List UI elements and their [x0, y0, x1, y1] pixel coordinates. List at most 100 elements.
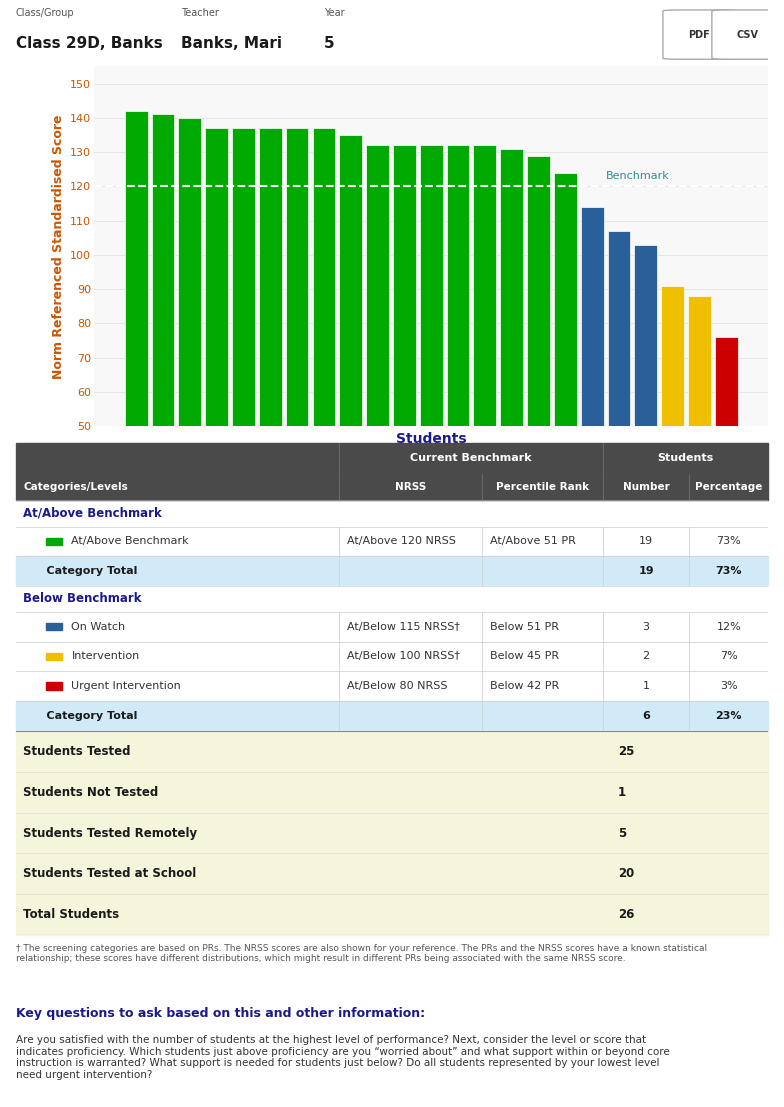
Bar	[16, 612, 768, 642]
Bar	[688, 296, 711, 426]
Text: Below 42 PR: Below 42 PR	[490, 681, 559, 691]
Bar	[313, 128, 336, 426]
Text: At/Above Benchmark: At/Above Benchmark	[24, 507, 162, 520]
Bar	[205, 128, 228, 426]
Bar	[339, 135, 362, 426]
Text: Urgent Intervention: Urgent Intervention	[71, 681, 181, 691]
Bar	[447, 145, 470, 426]
Text: 19: 19	[639, 537, 653, 547]
Text: At/Below 115 NRSS†: At/Below 115 NRSS†	[347, 622, 459, 632]
Text: 3: 3	[643, 622, 649, 632]
Bar	[554, 173, 577, 426]
Text: Banks, Mari: Banks, Mari	[181, 35, 282, 51]
Text: Class 29D, Banks: Class 29D, Banks	[16, 35, 162, 51]
Text: Below 51 PR: Below 51 PR	[490, 622, 559, 632]
Text: Below 45 PR: Below 45 PR	[490, 652, 559, 662]
Text: At/Below 80 NRSS: At/Below 80 NRSS	[347, 681, 448, 691]
Bar	[16, 894, 768, 935]
Text: Category Total: Category Total	[31, 566, 137, 576]
Text: 6: 6	[642, 711, 650, 721]
Text: 2: 2	[642, 652, 650, 662]
Text: 1: 1	[618, 786, 626, 798]
Bar	[45, 653, 63, 660]
Bar	[16, 642, 768, 671]
Text: 73%: 73%	[717, 537, 741, 547]
Text: Year: Year	[325, 9, 345, 19]
Text: Number: Number	[622, 483, 670, 493]
Text: On Watch: On Watch	[71, 622, 125, 632]
Bar	[45, 538, 63, 545]
Text: CSV: CSV	[737, 30, 759, 40]
Bar	[45, 682, 63, 690]
Text: Class/Group: Class/Group	[16, 9, 74, 19]
Text: 20: 20	[618, 868, 634, 880]
Text: Key questions to ask based on this and other information:: Key questions to ask based on this and o…	[16, 1007, 425, 1021]
Bar	[151, 114, 174, 426]
Bar	[393, 145, 416, 426]
Bar	[16, 701, 768, 731]
Bar	[259, 128, 281, 426]
Text: 19: 19	[638, 566, 654, 576]
Text: 5: 5	[618, 827, 626, 839]
Bar	[179, 117, 201, 426]
Bar	[16, 527, 768, 556]
Text: Below Benchmark: Below Benchmark	[24, 592, 142, 606]
FancyBboxPatch shape	[663, 10, 735, 60]
Text: Students Tested Remotely: Students Tested Remotely	[24, 827, 198, 839]
Text: 5: 5	[325, 35, 335, 51]
Bar	[16, 443, 768, 474]
Text: Students Not Tested: Students Not Tested	[24, 786, 158, 798]
Bar	[715, 338, 738, 426]
Text: At/Above Benchmark: At/Above Benchmark	[71, 537, 189, 547]
Bar	[634, 245, 657, 426]
Text: 1: 1	[643, 681, 649, 691]
Text: 12%: 12%	[717, 622, 741, 632]
Bar	[419, 145, 443, 426]
Text: 23%: 23%	[716, 711, 742, 721]
Bar	[16, 500, 768, 527]
Bar	[16, 556, 768, 586]
Bar	[16, 731, 768, 772]
Text: At/Above 51 PR: At/Above 51 PR	[490, 537, 575, 547]
Bar	[16, 813, 768, 853]
Text: 73%: 73%	[716, 566, 742, 576]
Bar	[527, 155, 550, 426]
Text: NRSS: NRSS	[395, 483, 426, 493]
Text: Benchmark: Benchmark	[605, 172, 670, 182]
Text: Intervention: Intervention	[71, 652, 140, 662]
Bar	[474, 145, 496, 426]
Text: 26: 26	[618, 909, 634, 921]
Text: Current Benchmark: Current Benchmark	[410, 454, 532, 464]
Bar	[45, 623, 63, 630]
Text: PDF: PDF	[688, 30, 710, 40]
Bar	[16, 474, 768, 500]
Text: Percentage: Percentage	[695, 483, 763, 493]
Text: Are you satisfied with the number of students at the highest level of performanc: Are you satisfied with the number of stu…	[16, 1035, 670, 1080]
Text: Teacher: Teacher	[181, 9, 220, 19]
Bar	[285, 128, 308, 426]
Bar	[500, 148, 523, 426]
Text: At/Below 100 NRSS†: At/Below 100 NRSS†	[347, 652, 459, 662]
Bar	[581, 207, 604, 426]
Bar	[125, 111, 147, 426]
Y-axis label: Norm Referenced Standardised Score: Norm Referenced Standardised Score	[52, 114, 64, 379]
Bar	[16, 772, 768, 813]
Text: Students Tested: Students Tested	[24, 745, 131, 757]
Text: Category Total: Category Total	[31, 711, 137, 721]
Text: 7%: 7%	[720, 652, 738, 662]
Text: Students: Students	[658, 454, 713, 464]
Bar	[16, 671, 768, 701]
Text: 25: 25	[618, 745, 634, 757]
Text: 3%: 3%	[720, 681, 738, 691]
Bar	[16, 586, 768, 612]
Text: † The screening categories are based on PRs. The NRSS scores are also shown for : † The screening categories are based on …	[16, 944, 707, 963]
Bar	[16, 853, 768, 894]
Text: Categories/Levels: Categories/Levels	[24, 483, 128, 493]
Text: Total Students: Total Students	[24, 909, 119, 921]
X-axis label: Students: Students	[396, 432, 466, 446]
Bar	[661, 286, 684, 426]
Text: Percentile Rank: Percentile Rank	[496, 483, 589, 493]
Bar	[232, 128, 255, 426]
Bar	[366, 145, 389, 426]
Bar	[608, 231, 630, 426]
